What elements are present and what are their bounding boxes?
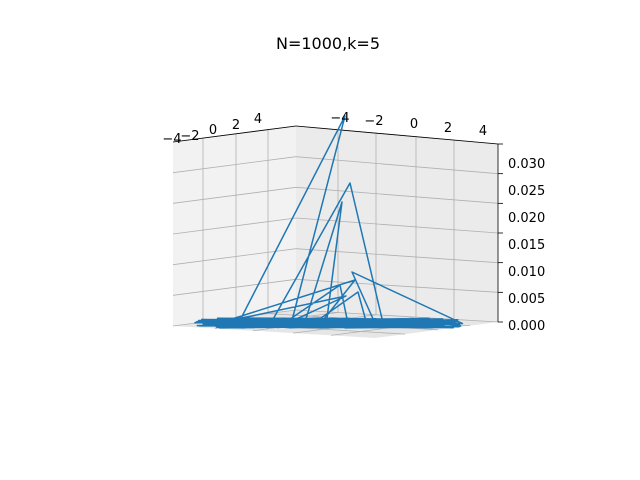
z-tick-label: 0.005: [508, 292, 545, 307]
z-tick-label: 0.010: [508, 265, 545, 280]
y-axis-line: [295, 125, 499, 145]
grid-line: [295, 278, 499, 293]
y-tick-label: 0: [410, 117, 418, 132]
z-tick-label: 0.000: [508, 319, 545, 334]
x-tick-label: 4: [254, 112, 262, 127]
grid-line: [172, 217, 297, 235]
grid-line: [295, 156, 499, 175]
z-tick-label: 0.025: [508, 184, 545, 199]
z-tick-label: 0.020: [508, 211, 545, 226]
x-tick-label: 2: [232, 118, 240, 133]
grid-line: [172, 156, 297, 174]
z-tick-label: 0.015: [508, 238, 545, 253]
data-series: [194, 115, 464, 329]
grid-line: [295, 186, 499, 204]
grid-line: [295, 248, 499, 264]
y-tick-label: 2: [444, 121, 452, 136]
z-tick-label: 0.030: [508, 157, 545, 172]
x-axis-line: [172, 125, 297, 143]
y-tick-label: −2: [364, 114, 383, 129]
x-tick-label: 0: [209, 123, 217, 138]
y-tick-label: 4: [479, 124, 487, 139]
y-tick-label: −4: [330, 111, 349, 126]
back-wall-pane: [296, 126, 498, 322]
x-tick-label: −4: [162, 132, 181, 147]
grid-line: [172, 278, 297, 296]
chart-title: N=1000,k=5: [276, 34, 380, 53]
axis-lines: [172, 125, 503, 323]
grid-line: [172, 186, 297, 204]
series-line: [194, 115, 464, 329]
x-tick-label: −2: [180, 129, 199, 144]
